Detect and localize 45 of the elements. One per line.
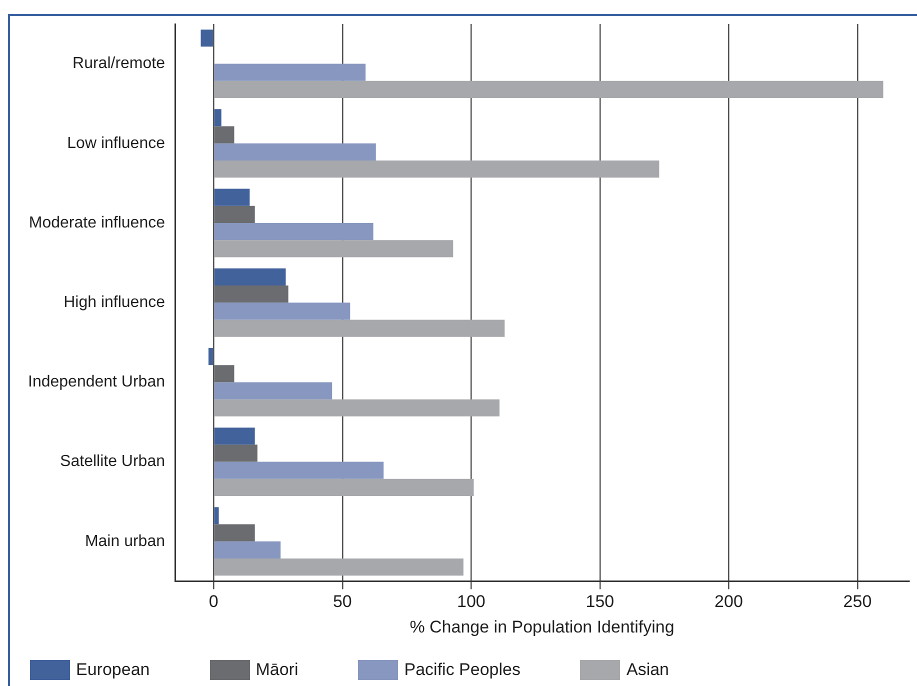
- x-tick-label: 0: [208, 592, 218, 612]
- y-tick-label: Independent Urban: [28, 374, 165, 391]
- bar: [214, 160, 660, 178]
- bar: [214, 188, 250, 206]
- legend-label: Pacific Peoples: [404, 660, 520, 680]
- y-tick-label: Rural/remote: [72, 55, 166, 72]
- bar: [214, 126, 234, 144]
- bar: [214, 444, 258, 462]
- legend-label: Māori: [256, 660, 298, 680]
- bar: [214, 541, 281, 559]
- bar: [214, 64, 366, 81]
- bar: [214, 382, 332, 400]
- y-tick-label: Moderate influence: [28, 214, 166, 232]
- bar: [214, 268, 286, 286]
- y-tick-label: Main urban: [84, 532, 165, 550]
- bar: [214, 507, 219, 524]
- bar: [214, 462, 384, 479]
- bar: [214, 285, 288, 303]
- bar: [214, 302, 350, 320]
- y-tick-label: Satellite Urban: [60, 453, 165, 470]
- bar: [214, 428, 255, 445]
- bar: [214, 524, 255, 542]
- bar: [214, 223, 374, 240]
- bar: [214, 206, 255, 223]
- bar: [214, 80, 884, 98]
- bar: [200, 30, 213, 47]
- bar: [214, 143, 376, 161]
- x-tick-label: 100: [456, 592, 486, 612]
- x-tick-label: 50: [332, 592, 352, 612]
- legend-label: European: [76, 660, 150, 680]
- bar: [208, 348, 213, 366]
- x-tick-label: 250: [843, 592, 872, 612]
- x-tick-label: 200: [714, 592, 743, 612]
- y-tick-label: High influence: [64, 294, 166, 312]
- bar: [214, 109, 222, 126]
- bar: [214, 558, 464, 576]
- legend-label: Asian: [626, 660, 670, 680]
- bar: [214, 399, 500, 416]
- bar: [214, 365, 234, 382]
- bar: [214, 240, 454, 258]
- y-tick-label: Low influence: [67, 134, 166, 152]
- bar: [214, 478, 474, 496]
- x-tick-label: 150: [586, 592, 614, 612]
- x-axis-title: % Change in Population Identifying: [410, 617, 674, 636]
- bar: [214, 320, 505, 337]
